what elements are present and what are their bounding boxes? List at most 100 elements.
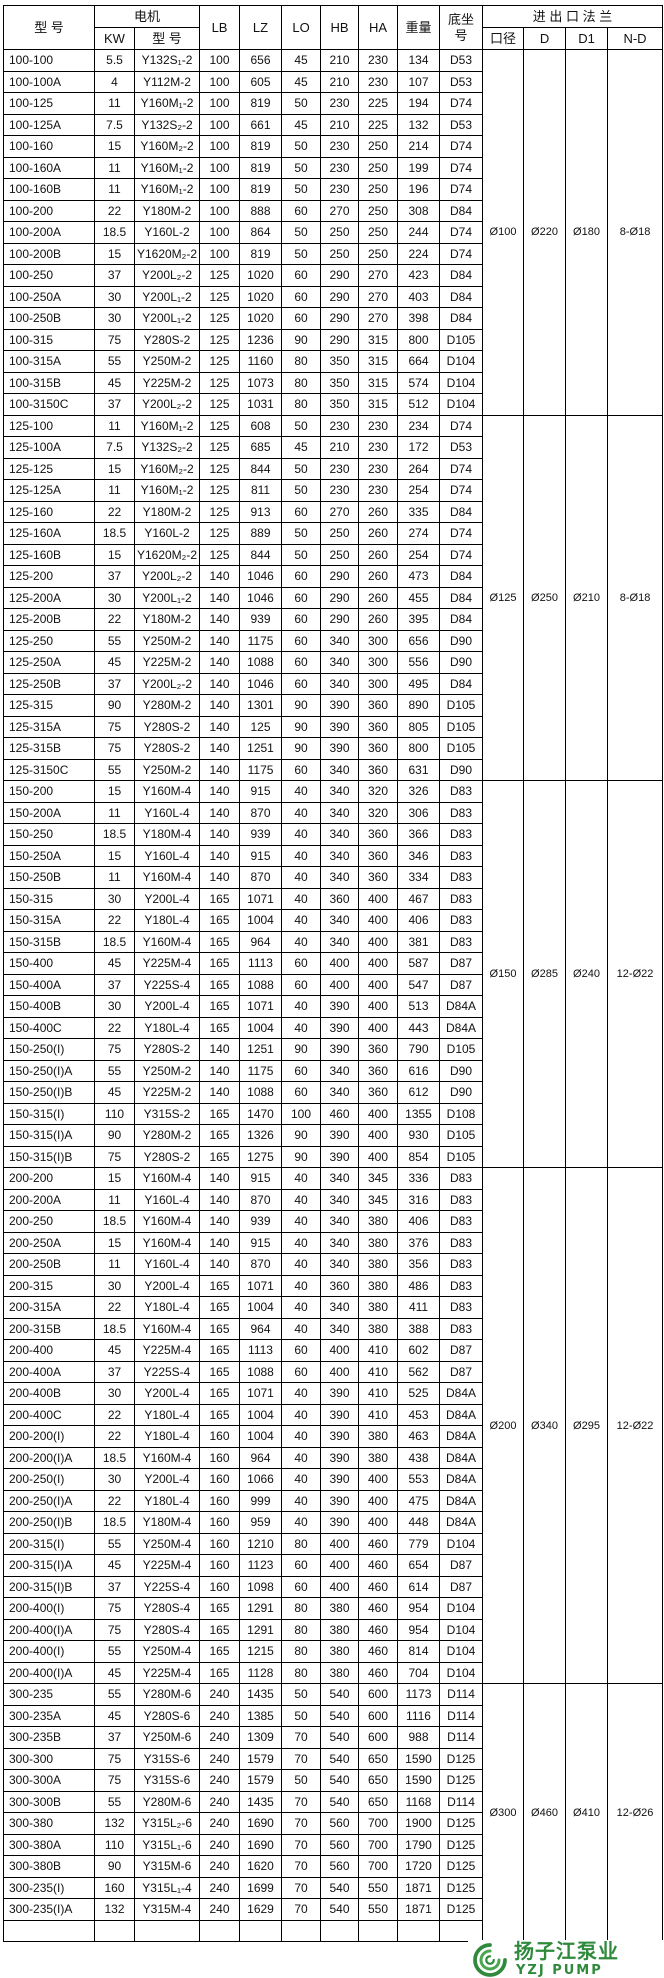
cell-motor-model: Y225M-4 xyxy=(133,1339,201,1362)
cell-lz: 656 xyxy=(239,49,283,72)
cell-hb: 390 xyxy=(320,1124,360,1147)
cell-model: 100-200 xyxy=(3,199,95,222)
table-row: 100-250B 30 Y200L₁-2 125 1020 60 290 270 398 D84 xyxy=(3,307,663,330)
cell-lz: 1031 xyxy=(239,393,283,416)
cell-lz: 870 xyxy=(239,866,283,889)
cell-lo: 90 xyxy=(281,694,322,717)
cell-motor-model: Y160M₁-2 xyxy=(133,479,201,502)
cell-lo: 80 xyxy=(281,371,322,394)
cell-ha: 700 xyxy=(358,1855,399,1878)
cell-model: 125-125A xyxy=(3,479,95,502)
cell-model: 200-250(I) xyxy=(3,1468,95,1491)
cell-lo: 40 xyxy=(281,1446,322,1469)
cell-lb: 240 xyxy=(199,1747,241,1770)
cell-model: 200-400C xyxy=(3,1403,95,1426)
table-row: 100-3150C 37 Y200L₂-2 125 1031 80 350 315 512 D10… xyxy=(3,393,663,416)
cell-hb: 340 xyxy=(320,672,360,695)
cell-lo: 40 xyxy=(281,866,322,889)
cell-base: D83 xyxy=(439,1210,484,1233)
cell-hb: 230 xyxy=(320,92,360,115)
cell-weight: 224 xyxy=(397,242,441,265)
cell-ha: 380 xyxy=(358,1274,399,1297)
cell-ha: 260 xyxy=(358,565,399,588)
cell-kw: 75 xyxy=(94,1747,135,1770)
table-row: 200-315(I) 55 Y250M-4 160 1210 80 400 460 779 D10… xyxy=(3,1532,663,1555)
table-row: 125-160 22 Y180M-2 125 913 60 270 260 335 D84 xyxy=(3,500,663,523)
cell-lz: 1210 xyxy=(239,1532,283,1555)
cell-base: D84 xyxy=(439,565,484,588)
cell-base: D87 xyxy=(439,952,484,975)
cell-lo: 70 xyxy=(281,1898,322,1921)
table-row: 125-315B 75 Y280S-2 140 1251 90 390 360 800 D105 xyxy=(3,737,663,760)
cell-base: D84A xyxy=(439,1446,484,1469)
table-row: 200-200 15 Y160M-4 140 915 40 340 345 336 D83 Ø200… xyxy=(3,1167,664,1684)
cell-lz: 844 xyxy=(239,543,283,566)
cell-lz: 1071 xyxy=(239,887,283,910)
cell-hb: 400 xyxy=(320,1532,360,1555)
header-kw: KW xyxy=(94,27,135,50)
table-row: 150-315(I)B 75 Y280S-2 165 1275 90 390 400 854 D1… xyxy=(3,1145,663,1168)
cell-motor-model: Y225S-4 xyxy=(133,1360,201,1383)
cell-hb: 340 xyxy=(320,1081,360,1104)
cell-lz: 605 xyxy=(239,70,283,93)
cell-base: D114 xyxy=(439,1790,484,1813)
cell-hb: 290 xyxy=(320,586,360,609)
cell-hb: 210 xyxy=(320,49,360,72)
cell-model: 100-250 xyxy=(3,264,95,287)
table-row: 200-250(I)A 22 Y180L-4 160 999 40 390 400 475 D84… xyxy=(3,1489,663,1512)
cell-base: D84 xyxy=(439,307,484,330)
cell-hb: 360 xyxy=(320,887,360,910)
table-row: 100-315B 45 Y225M-2 125 1073 80 350 315 574 D104 xyxy=(3,371,663,394)
cell-base: D105 xyxy=(439,694,484,717)
cell-hb: 340 xyxy=(320,844,360,867)
cell-weight: 467 xyxy=(397,887,441,910)
cell-base: D83 xyxy=(439,823,484,846)
cell-model: 125-200A xyxy=(3,586,95,609)
cell-lo: 50 xyxy=(281,178,322,201)
cell-motor-model: Y250M-2 xyxy=(133,629,201,652)
cell-motor-model: Y160M₁-2 xyxy=(133,178,201,201)
cell-hb: 390 xyxy=(320,715,360,738)
cell-lo: 50 xyxy=(281,1704,322,1727)
cell-base: D53 xyxy=(439,436,484,459)
cell-kw: 15 xyxy=(94,780,135,803)
flange-nd: 8-Ø18 xyxy=(607,49,664,416)
cell-lo: 45 xyxy=(281,49,322,72)
cell-model: 200-315(I)A xyxy=(3,1554,95,1577)
cell-weight: 381 xyxy=(397,930,441,953)
cell-ha: 320 xyxy=(358,801,399,824)
cell-motor-model: Y160M₁-2 xyxy=(133,156,201,179)
cell-model: 300-380 xyxy=(3,1812,95,1835)
cell-kw: 15 xyxy=(94,543,135,566)
cell-kw: 55 xyxy=(94,1532,135,1555)
table-row: 300-300 75 Y315S-6 240 1579 70 540 650 1590 D125 xyxy=(3,1747,663,1770)
cell-model: 100-250A xyxy=(3,285,95,308)
header-motor: 电机 xyxy=(93,5,201,28)
cell-lz: 915 xyxy=(239,844,283,867)
cell-ha: 650 xyxy=(358,1747,399,1770)
cell-model: 200-400(I) xyxy=(3,1597,95,1620)
table-row: 300-235(I) 160 Y315L₁-4 240 1699 70 540 550 1871… xyxy=(3,1876,663,1899)
cell-motor-model: Y180M-2 xyxy=(133,608,201,631)
cell-ha: 250 xyxy=(358,221,399,244)
flange-d: Ø285 xyxy=(523,780,567,1168)
cell-base: D83 xyxy=(439,1317,484,1340)
cell-kw: 45 xyxy=(94,1554,135,1577)
cell-lz: 1579 xyxy=(239,1769,283,1792)
cell-lz: 1046 xyxy=(239,565,283,588)
cell-motor-model: Y200L₁-2 xyxy=(133,307,201,330)
cell-motor-model: Y280S-2 xyxy=(133,1038,201,1061)
cell-kw: 55 xyxy=(94,758,135,781)
cell-lb: 140 xyxy=(199,608,241,631)
cell-weight: 306 xyxy=(397,801,441,824)
cell-kw: 22 xyxy=(94,1016,135,1039)
cell-lb: 240 xyxy=(199,1726,241,1749)
cell-lz: 1435 xyxy=(239,1683,283,1706)
cell-lb: 125 xyxy=(199,522,241,545)
cell-kw: 132 xyxy=(94,1812,135,1835)
cell-lb: 240 xyxy=(199,1769,241,1792)
cell-lo: 60 xyxy=(281,672,322,695)
cell-lo: 90 xyxy=(281,737,322,760)
cell-lo: 40 xyxy=(281,1468,322,1491)
cell-base: D53 xyxy=(439,49,484,72)
